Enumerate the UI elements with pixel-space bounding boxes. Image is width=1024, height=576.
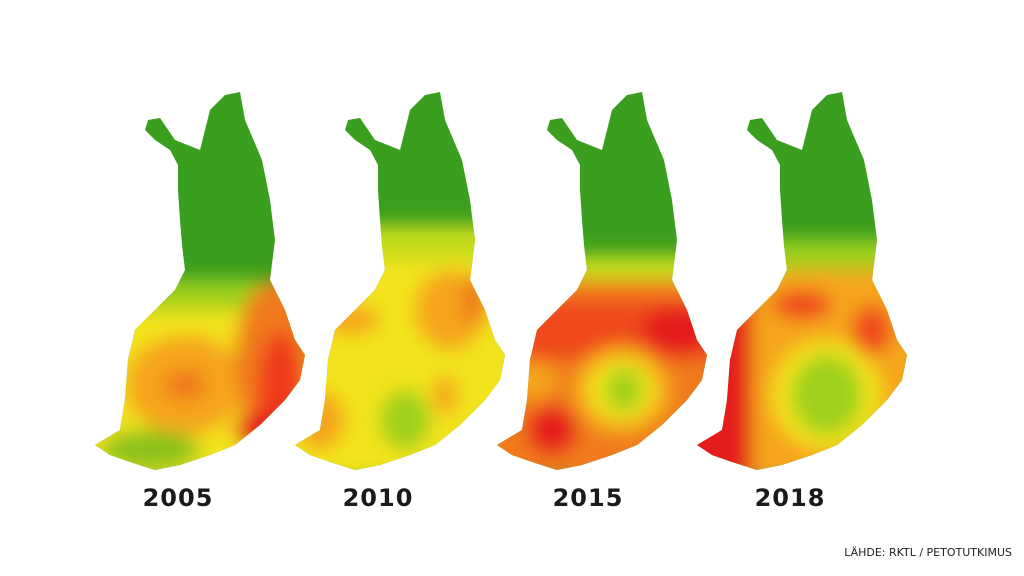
- year-label: 2015: [553, 484, 624, 512]
- source: LÄHDE: RKTL / PETOTUTKIMUS: [844, 546, 1012, 559]
- map-2018: 2018: [697, 92, 907, 512]
- year-label: 2005: [143, 484, 214, 512]
- map-2005: 2005: [95, 92, 305, 512]
- year-label: 2010: [343, 484, 414, 512]
- map-2015: 2015: [497, 92, 707, 512]
- year-label: 2018: [755, 484, 826, 512]
- map-2010: 2010: [295, 92, 505, 512]
